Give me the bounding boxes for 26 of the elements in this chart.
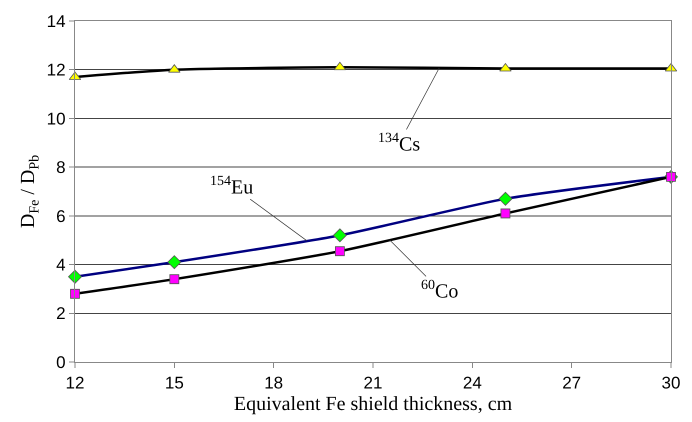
- x-tick-label: 21: [364, 373, 382, 392]
- point: [169, 274, 180, 284]
- x-tick-label: 15: [164, 373, 184, 392]
- x-tick-label: 24: [462, 373, 482, 392]
- y-tick-label: 10: [46, 109, 66, 128]
- text: $^{134}$Cs: [378, 131, 420, 156]
- text: $^{60}$Co: [421, 278, 458, 302]
- y-tick-label: 4: [56, 256, 66, 275]
- point: [334, 246, 345, 256]
- text: $^{154}$Eu: [210, 174, 254, 198]
- point: [500, 208, 510, 218]
- y-tick-label: 12: [46, 60, 66, 80]
- point: [498, 192, 512, 206]
- point: [70, 288, 80, 299]
- x-tick-label: 18: [264, 373, 284, 392]
- y-tick-label: 2: [56, 304, 66, 324]
- point: [332, 228, 347, 242]
- x-tick-label: 30: [662, 373, 680, 392]
- point: [167, 255, 182, 270]
- x-axis-title: Equivalent Fe shield thickness, cm: [234, 392, 513, 415]
- y-tick-label: 0: [56, 352, 66, 372]
- y-tick-label: 8: [56, 158, 66, 178]
- point: [168, 64, 180, 73]
- x-tick-label: 27: [562, 373, 582, 392]
- y-tick-label: 6: [56, 206, 66, 226]
- y-tick-label: 14: [46, 12, 66, 31]
